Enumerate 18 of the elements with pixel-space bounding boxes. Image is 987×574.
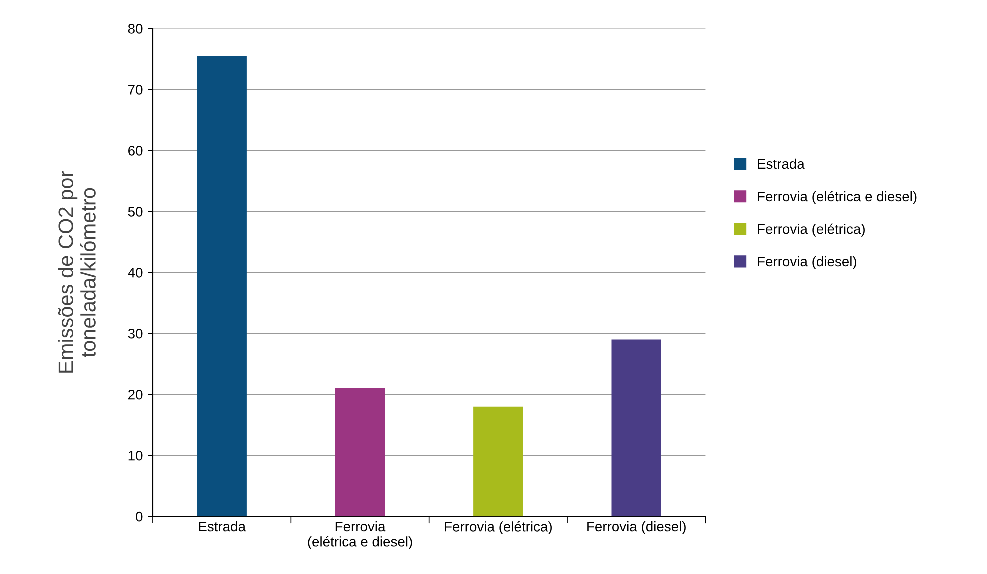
y-tick-label: 10 [128,450,143,461]
y-tick-label: 80 [128,24,143,34]
x-tick-label: Ferrovia (elétrica e diesel) [308,521,412,550]
legend-label: Ferrovia (diesel) [758,256,856,270]
y-tick-label: 50 [128,206,143,217]
y-tick-label: 60 [128,146,143,156]
y-tick-label: 40 [128,268,143,278]
y-tick-label: 30 [128,328,143,339]
x-tick-label: Ferrovia (diesel) [588,521,686,534]
legend-label: Ferrovia (elétrica) [758,224,865,237]
x-tick-label: Ferrovia (elétrica) [445,521,552,535]
legend-label: Ferrovia (elétrica e diesel) [758,191,917,204]
y-tick-label: 20 [128,390,143,400]
x-tick-label: Estrada [199,521,246,532]
y-tick-label: 0 [136,512,143,522]
y-axis-title: Emissões de CO2 por tonelada/kilómetro [58,171,96,373]
legend-label: Estrada [758,158,805,170]
y-tick-label: 70 [128,85,143,95]
